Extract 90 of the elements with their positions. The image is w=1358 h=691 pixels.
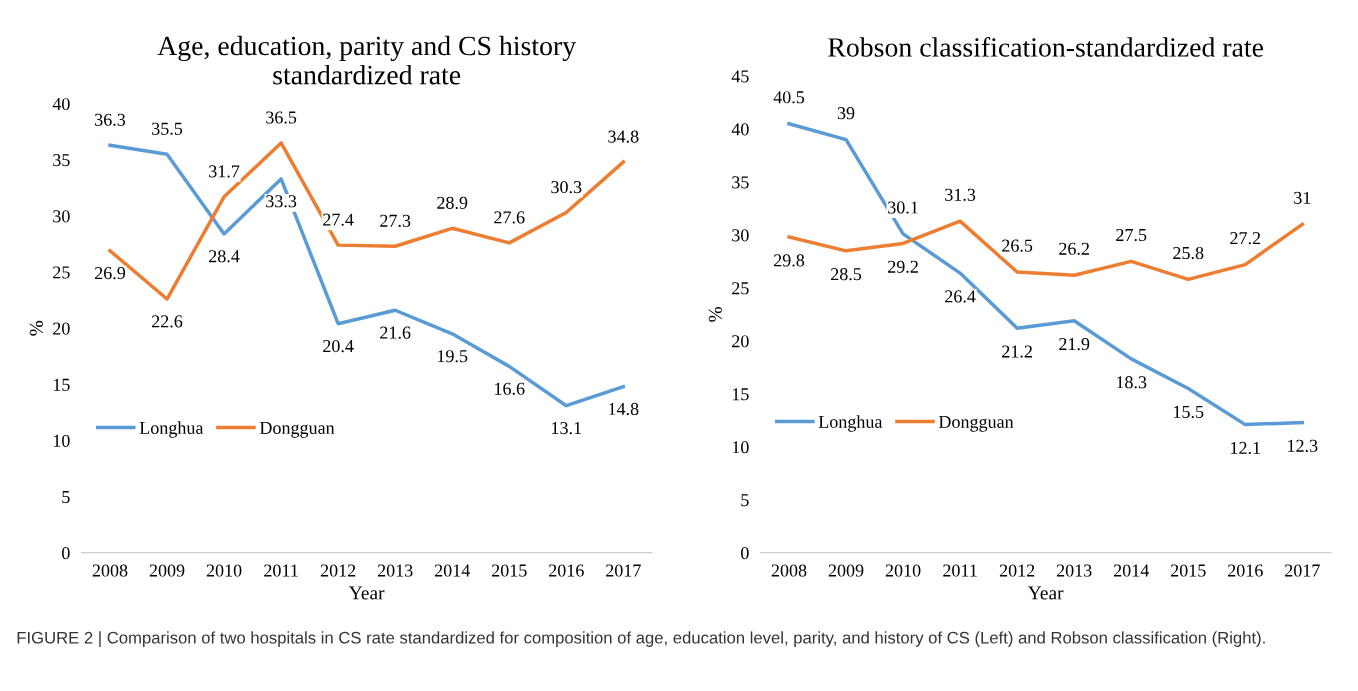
data-label: 29.2 [888, 260, 918, 273]
data-label: 27.2 [1230, 232, 1261, 245]
x-tick-label: 2010 [206, 564, 242, 577]
y-tick-label: 0 [62, 547, 70, 560]
data-label: 35.5 [152, 122, 183, 135]
legend-label: Longhua [139, 421, 204, 438]
data-label: 30.3 [551, 181, 582, 194]
y-tick-label: 35 [732, 176, 749, 189]
data-label: 21.2 [1002, 345, 1032, 358]
y-tick-label: 45 [731, 70, 749, 83]
y-tick-label: 30 [732, 229, 749, 242]
data-label: 26.9 [94, 267, 126, 280]
data-label: 20.4 [323, 339, 354, 353]
data-label: 15.5 [1174, 405, 1204, 419]
y-tick-label: 25 [732, 282, 749, 295]
data-label: 16.6 [495, 382, 525, 395]
x-tick-label: 2008 [771, 564, 807, 577]
y-tick-label: 10 [732, 441, 749, 454]
y-tick-label: 15 [732, 388, 749, 401]
x-tick-label: 2016 [549, 564, 584, 577]
data-label: 25.8 [1173, 246, 1204, 260]
data-label: 36.3 [95, 113, 126, 126]
x-tick-label: 2016 [1228, 564, 1263, 577]
x-axis-title: Year [1027, 586, 1064, 600]
data-label: 12.3 [1288, 439, 1318, 452]
data-label: 12.1 [1231, 441, 1260, 455]
data-label: 39 [837, 107, 855, 120]
data-label: 27.3 [380, 214, 411, 227]
legend-label: Dongguan [938, 415, 1014, 432]
y-tick-label: 35 [53, 154, 70, 167]
x-tick-label: 2015 [491, 564, 527, 577]
x-tick-label: 2011 [264, 564, 298, 577]
data-label: 33.3 [266, 195, 297, 208]
x-tick-label: 2017 [606, 564, 641, 577]
data-label: 34.8 [608, 130, 639, 143]
x-tick-label: 2010 [885, 564, 921, 577]
x-tick-label: 2014 [1113, 564, 1149, 577]
caption: FIGURE 2 | Comparison of two hospitals in CS rate standardized for composition of age, education level, parity, and history of CS (Left) and Robson classification (Right). [17, 631, 1265, 647]
x-tick-label: 2017 [1285, 564, 1320, 577]
data-label: 28.4 [209, 250, 240, 263]
data-label: 27.6 [494, 211, 525, 224]
data-label: 31.7 [209, 165, 240, 178]
data-label: 13.1 [552, 422, 581, 435]
data-label: 26.4 [945, 290, 976, 303]
chart-title: Robson classification-standardized rate [828, 37, 1263, 57]
y-tick-label: 10 [53, 434, 70, 447]
data-label: 27.4 [323, 213, 354, 226]
data-label: 36.5 [266, 111, 297, 124]
x-tick-label: 2009 [149, 564, 185, 577]
y-tick-label: 0 [741, 547, 749, 560]
y-tick-label: 5 [62, 491, 70, 504]
legend-label: Dongguan [259, 422, 335, 438]
data-label: 30.1 [888, 201, 918, 214]
y-tick-label: 40 [731, 123, 749, 136]
data-label: 26.5 [1002, 239, 1033, 252]
y-axis-title: % [29, 320, 43, 336]
x-tick-label: 2012 [320, 564, 356, 577]
y-tick-label: 20 [53, 322, 70, 335]
data-label: 18.3 [1117, 376, 1147, 389]
y-tick-label: 40 [52, 97, 70, 111]
data-label: 31.3 [945, 188, 976, 201]
data-label: 21.9 [1059, 338, 1090, 351]
x-tick-label: 2014 [434, 564, 470, 577]
x-tick-label: 2013 [1056, 564, 1092, 577]
x-tick-label: 2009 [828, 564, 864, 577]
x-tick-label: 2008 [92, 564, 128, 577]
y-tick-label: 5 [741, 494, 749, 507]
data-label: 29.8 [773, 254, 805, 267]
data-label: 28.9 [437, 196, 468, 209]
data-label: 19.5 [438, 350, 468, 363]
x-axis-title: Year [348, 586, 385, 600]
data-label: 21.6 [380, 326, 411, 339]
y-tick-label: 25 [53, 266, 70, 279]
data-label: 14.8 [609, 402, 639, 416]
y-tick-label: 20 [732, 335, 749, 348]
data-label: 40.5 [773, 91, 805, 104]
x-tick-label: 2015 [1170, 564, 1206, 577]
data-label: 28.5 [831, 268, 862, 281]
data-label: 22.6 [152, 315, 183, 328]
x-tick-label: 2011 [943, 564, 977, 577]
data-label: 27.5 [1116, 228, 1147, 242]
data-label: 26.2 [1059, 242, 1089, 255]
data-label: 31 [1294, 191, 1311, 204]
y-tick-label: 15 [53, 378, 70, 391]
x-tick-label: 2013 [377, 564, 413, 577]
y-tick-label: 30 [53, 210, 70, 223]
x-tick-label: 2012 [999, 564, 1035, 577]
chart-title: Age, education, parity and CS history standardized rate [157, 35, 576, 85]
legend-label: Longhua [818, 415, 883, 432]
y-axis-title: % [708, 306, 722, 322]
